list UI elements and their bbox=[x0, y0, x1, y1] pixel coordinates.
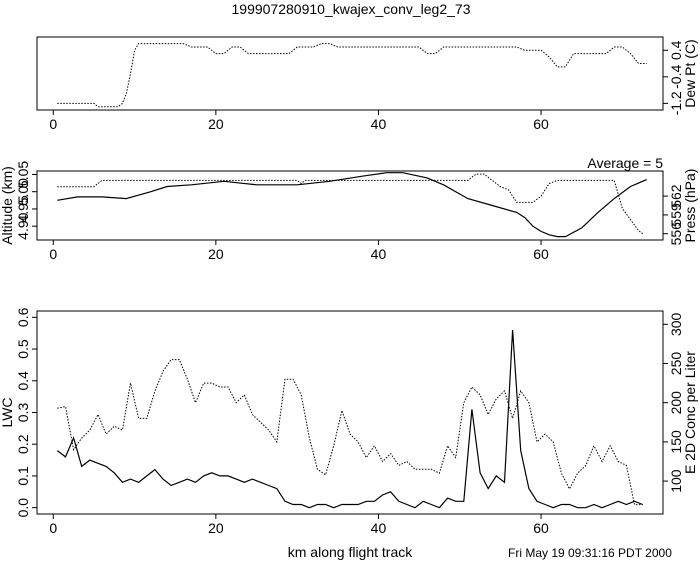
lwc-conc-plot-frame bbox=[36, 310, 664, 515]
altitude-pressure-plot-frame bbox=[36, 170, 664, 241]
lwc-conc-series-2-line bbox=[57, 359, 643, 506]
lwc-conc-left-axis-label: LWC bbox=[0, 397, 15, 427]
lwc-conc-left-tick-label: 0.0 bbox=[15, 498, 31, 518]
altitude-pressure-series-2-line bbox=[57, 173, 644, 235]
chart-title: 199907280910_kwajex_conv_leg2_73 bbox=[232, 1, 471, 17]
altitude-pressure-right-axis-label: Press (hPa) bbox=[682, 169, 698, 243]
dew-point-x-tick-label: 0 bbox=[49, 116, 57, 132]
dew-point-right-tick-label: -0.4 bbox=[668, 65, 684, 89]
altitude-pressure-left-axis-label: Altitude (km) bbox=[0, 166, 15, 245]
dew-point-x-tick-label: 60 bbox=[533, 116, 549, 132]
lwc-conc-right-tick-label: 300 bbox=[668, 312, 684, 336]
dew-point-right-tick-label: 0.4 bbox=[668, 40, 684, 60]
altitude-pressure-right-tick-label: 562 bbox=[668, 184, 684, 208]
dew-point-plot-frame bbox=[36, 36, 664, 111]
altitude-pressure-x-tick-label: 60 bbox=[533, 246, 549, 262]
lwc-conc-right-tick-label: 200 bbox=[668, 391, 684, 415]
lwc-conc-right-tick-label: 100 bbox=[668, 469, 684, 493]
dew-point-right-axis-label: Dew Pt (C) bbox=[682, 39, 698, 107]
lwc-conc-series-1-line bbox=[56, 329, 643, 509]
dew-point-x-tick-label: 20 bbox=[208, 116, 224, 132]
lwc-conc-left-tick-label: 0.6 bbox=[15, 307, 31, 327]
lwc-conc-right-tick-label: 250 bbox=[668, 352, 684, 376]
altitude-pressure-right-tick-label: 556 bbox=[668, 222, 684, 246]
altitude-pressure-x-tick-label: 40 bbox=[371, 246, 387, 262]
altitude-pressure-x-tick-label: 0 bbox=[49, 246, 57, 262]
lwc-conc-right-axis-label: E 2D Conc per Liter bbox=[682, 351, 698, 474]
dew-point-x-tick-label: 40 bbox=[371, 116, 387, 132]
lwc-conc-x-tick-label: 40 bbox=[371, 520, 387, 536]
altitude-pressure-left-tick-label: 5.05 bbox=[15, 161, 31, 188]
dew-point-right-tick-label: -1.2 bbox=[668, 91, 684, 115]
altitude-pressure-annotation: Average = 5 bbox=[587, 155, 663, 171]
lwc-conc-x-tick-label: 20 bbox=[208, 520, 224, 536]
lwc-conc-left-tick-label: 0.2 bbox=[15, 434, 31, 454]
lwc-conc-left-tick-label: 0.3 bbox=[15, 403, 31, 423]
altitude-pressure-left-tick-label: 4.90 bbox=[15, 212, 31, 239]
altitude-pressure-x-tick-label: 20 bbox=[208, 246, 224, 262]
footer-timestamp: Fri May 19 09:31:16 PDT 2000 bbox=[508, 546, 672, 560]
lwc-conc-left-tick-label: 0.1 bbox=[15, 466, 31, 486]
lwc-conc-left-tick-label: 0.4 bbox=[15, 371, 31, 391]
dew-point-series-1-line bbox=[57, 43, 647, 108]
altitude-pressure-right-tick-label: 559 bbox=[668, 203, 684, 227]
lwc-conc-x-axis-label: km along flight track bbox=[288, 544, 413, 560]
lwc-conc-right-tick-label: 150 bbox=[668, 430, 684, 454]
altitude-pressure-series-1-line bbox=[57, 172, 647, 238]
altitude-pressure-left-tick-label: 4.95 bbox=[15, 195, 31, 222]
altitude-pressure-left-tick-label: 5.00 bbox=[15, 178, 31, 205]
lwc-conc-x-tick-label: 60 bbox=[533, 520, 549, 536]
lwc-conc-x-tick-label: 0 bbox=[49, 520, 57, 536]
lwc-conc-left-tick-label: 0.5 bbox=[15, 339, 31, 359]
